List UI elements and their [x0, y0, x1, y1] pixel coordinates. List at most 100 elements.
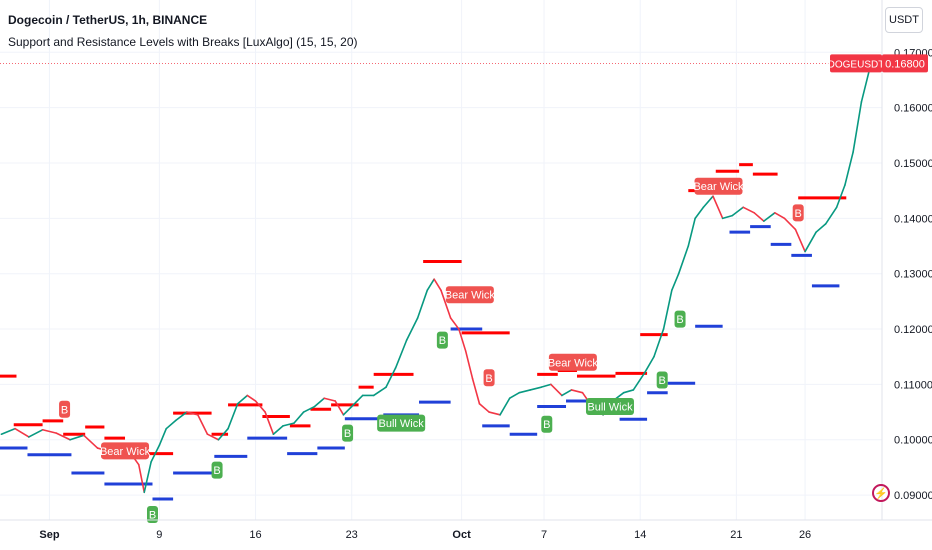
price-segment — [416, 289, 429, 319]
bear-label-text: B — [485, 373, 492, 385]
y-tick-label: 0.14000 — [894, 213, 932, 225]
price-segment — [550, 383, 563, 397]
price-segment — [464, 350, 474, 380]
x-tick-label: Oct — [452, 529, 471, 541]
bull-label-text: B — [543, 419, 550, 431]
price-segment — [323, 397, 337, 402]
price-segment — [246, 394, 257, 402]
price-segment — [350, 394, 364, 408]
price-segment — [570, 389, 584, 394]
price-segment — [282, 422, 295, 427]
symbol-tag — [830, 54, 882, 73]
price-segment — [774, 212, 786, 220]
price-segment — [852, 101, 863, 153]
bull-label-box — [656, 371, 668, 389]
last-price-label: 0.16800 — [885, 58, 925, 70]
x-tick-label: 9 — [156, 529, 162, 541]
price-segment — [440, 289, 452, 319]
bull-label-box — [541, 415, 553, 433]
price-segment — [860, 68, 871, 103]
price-segment — [671, 272, 680, 292]
price-segment — [518, 389, 532, 394]
price-segment — [471, 378, 481, 405]
price-segment — [815, 223, 827, 233]
price-segment — [508, 391, 521, 400]
price-segment — [653, 328, 665, 358]
bear-label-text: Bear Wick — [100, 446, 151, 458]
price-segment — [41, 428, 58, 434]
price-segment — [55, 432, 71, 441]
price-segment — [662, 289, 673, 330]
price-segment — [731, 206, 745, 217]
price-segment — [217, 427, 229, 441]
bull-label-text: B — [676, 314, 683, 326]
price-segment — [478, 402, 490, 413]
price-segment — [334, 400, 345, 416]
last-price-tag — [882, 54, 928, 73]
price-segment — [69, 434, 85, 441]
bull-label-box — [377, 414, 426, 432]
price-segment — [175, 411, 188, 422]
price-segment — [342, 405, 353, 416]
price-segment — [313, 397, 326, 408]
price-segment — [264, 411, 275, 436]
lightning-logo-icon[interactable]: ⚡ — [872, 484, 890, 502]
bear-label-text: B — [61, 404, 68, 416]
bull-label-box — [211, 461, 223, 479]
bear-label-box — [59, 400, 71, 418]
indicator-legend[interactable]: Support and Resistance Levels with Break… — [8, 35, 358, 49]
price-segment — [197, 414, 209, 436]
price-segment — [844, 151, 854, 186]
price-segment — [632, 372, 646, 391]
price-segment — [0, 427, 16, 436]
price-segment — [694, 206, 705, 220]
bear-label-text: Bear Wick — [693, 181, 744, 193]
price-segment — [712, 195, 724, 220]
price-segment — [794, 228, 806, 253]
price-segment — [302, 405, 316, 413]
price-segment — [385, 366, 397, 388]
price-segment — [28, 428, 44, 438]
price-segment — [488, 411, 501, 416]
price-segment — [824, 206, 838, 225]
price-segment — [150, 444, 161, 463]
x-tick-label: 21 — [730, 529, 742, 541]
price-segment — [186, 411, 199, 416]
bear-label-text: B — [795, 208, 802, 220]
bull-label-text: B — [659, 375, 666, 387]
bull-label-text: B — [213, 465, 220, 477]
price-segment — [272, 425, 284, 436]
bull-label-text: B — [439, 335, 446, 347]
signal-labels: B Bear Wick B B B Bull Wick B Bear Wick B B Bear W… — [59, 177, 804, 523]
price-segment — [804, 231, 817, 253]
price-segment — [14, 427, 30, 438]
price-segment — [702, 195, 714, 209]
y-tick-label: 0.16000 — [894, 103, 932, 115]
x-tick-label: 26 — [799, 529, 811, 541]
currency-button[interactable]: USDT — [885, 7, 923, 33]
price-segment — [540, 383, 552, 388]
price-segment — [529, 386, 543, 391]
price-segment — [835, 184, 846, 209]
bull-label-box — [585, 398, 634, 416]
y-tick-label: 0.12000 — [894, 324, 932, 336]
price-segment — [763, 212, 776, 222]
price-segment — [405, 317, 419, 341]
x-tick-label: 16 — [249, 529, 261, 541]
price-segment — [158, 427, 168, 447]
bull-label-box — [146, 505, 158, 523]
price-series — [0, 57, 883, 494]
symbol-title[interactable]: Dogecoin / TetherUS, 1h, BINANCE — [8, 13, 208, 27]
chart-grid — [0, 0, 882, 520]
price-segment — [394, 339, 408, 369]
bull-label-box — [436, 331, 448, 349]
price-segment — [227, 402, 239, 430]
bull-label-text: B — [149, 509, 156, 521]
price-segment — [254, 400, 266, 413]
price-segment — [721, 214, 734, 220]
price-segment — [293, 411, 305, 424]
symbol-tag-label: DOGEUSDT — [828, 59, 885, 70]
price-segment — [165, 419, 177, 430]
price-segment — [742, 206, 756, 214]
